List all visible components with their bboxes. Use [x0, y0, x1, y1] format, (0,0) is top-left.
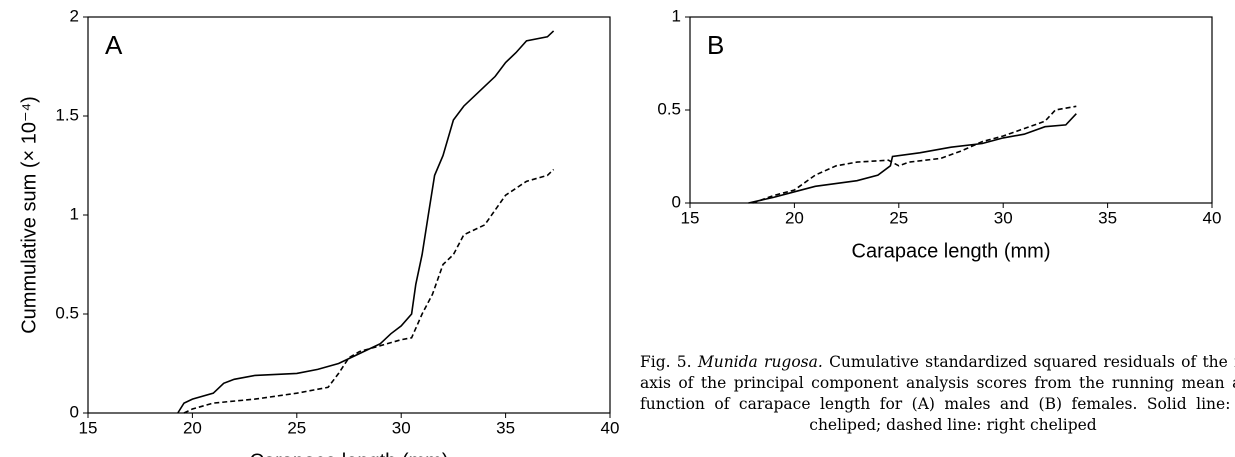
x-tick-label: 30 — [994, 208, 1013, 227]
x-tick-label: 15 — [681, 208, 700, 227]
x-axis-label: Carapace length (mm) — [852, 240, 1051, 262]
caption-label: Fig. 5. — [640, 353, 692, 371]
x-tick-label: 25 — [287, 418, 306, 437]
y-axis-label: Cummulative sum (× 10⁻⁴) — [18, 96, 40, 334]
x-tick-label: 40 — [601, 418, 620, 437]
y-tick-label: 1 — [70, 204, 79, 223]
y-tick-label: 0 — [672, 192, 681, 211]
data-line — [183, 168, 555, 414]
x-tick-label: 25 — [889, 208, 908, 227]
y-tick-label: 2 — [70, 6, 79, 25]
data-line — [748, 113, 1077, 204]
panel-label: A — [105, 30, 123, 60]
y-tick-label: 1.5 — [55, 105, 79, 124]
x-tick-label: 35 — [1098, 208, 1117, 227]
x-tick-label: 20 — [183, 418, 202, 437]
y-tick-label: 0 — [70, 402, 79, 421]
x-tick-label: 30 — [392, 418, 411, 437]
caption-text: Cumulative standardized squared residual… — [640, 353, 1235, 434]
x-axis-label: Carapace length (mm) — [250, 450, 449, 457]
caption-species: Munida rugosa. — [697, 353, 823, 371]
x-tick-label: 40 — [1203, 208, 1222, 227]
panel-label: B — [707, 30, 724, 60]
plot-frame — [87, 16, 611, 414]
plot-frame — [689, 16, 1213, 204]
x-tick-label: 35 — [496, 418, 515, 437]
x-tick-label: 20 — [785, 208, 804, 227]
data-line — [177, 30, 555, 414]
data-line — [752, 105, 1077, 204]
x-tick-label: 15 — [79, 418, 98, 437]
caption: Fig. 5. Munida rugosa. Cumulative standa… — [640, 352, 1235, 436]
y-tick-label: 0.5 — [657, 99, 681, 118]
y-tick-label: 1 — [672, 6, 681, 25]
y-tick-label: 0.5 — [55, 303, 79, 322]
